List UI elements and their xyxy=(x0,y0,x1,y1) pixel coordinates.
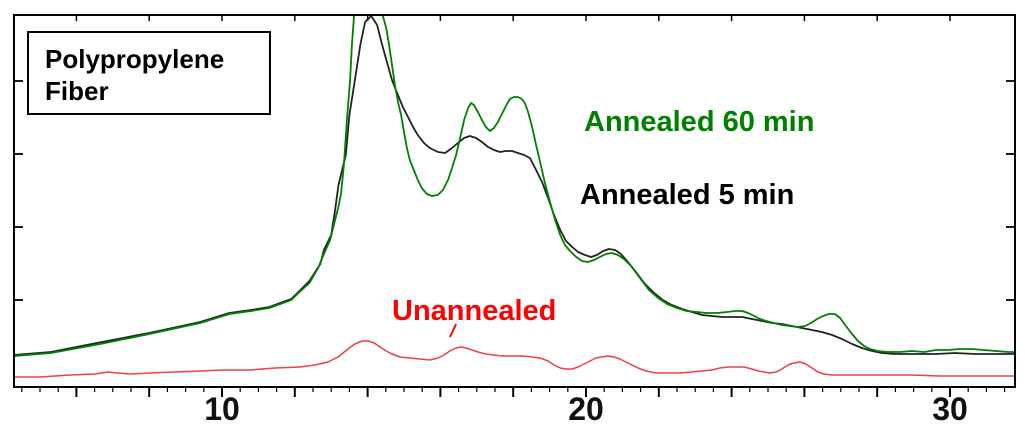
series-label-unannealed: Unannealed xyxy=(392,295,557,327)
series-label-annealed-5-min: Annealed 5 min xyxy=(580,179,795,211)
title-box: Polypropylene Fiber xyxy=(27,31,271,115)
x-tick-label-30: 30 xyxy=(932,391,968,425)
annealed-60-curve xyxy=(15,16,1014,357)
unannealed-curve xyxy=(15,340,1014,378)
title-box-line1: Polypropylene xyxy=(45,44,225,74)
unannealed-pointer-mark xyxy=(448,323,457,338)
x-tick-label-20: 20 xyxy=(568,391,604,425)
title-box-line2: Fiber xyxy=(45,76,109,106)
series-label-annealed-60-min: Annealed 60 min xyxy=(584,106,815,138)
x-tick-label-10: 10 xyxy=(204,391,240,425)
plot-frame xyxy=(13,14,1016,388)
